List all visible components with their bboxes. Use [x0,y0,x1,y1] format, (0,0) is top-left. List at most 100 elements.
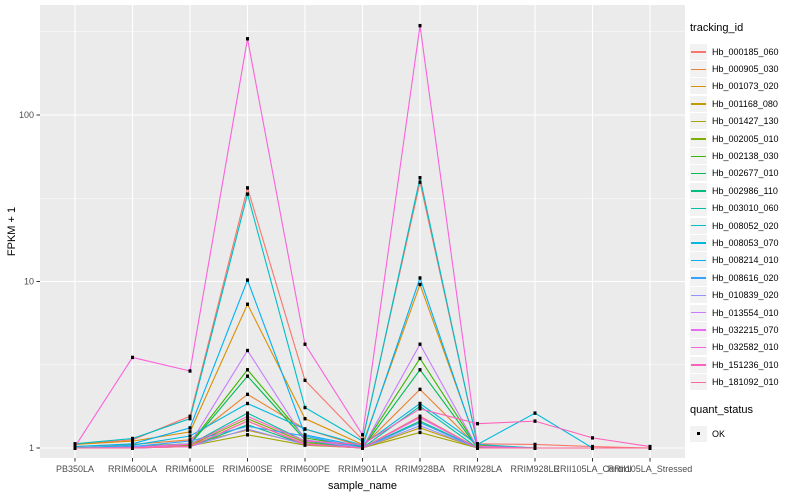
legend-item-label: Hb_000905_030 [712,64,779,75]
data-point [73,442,77,446]
data-point [418,426,422,430]
data-point [303,436,307,440]
legend-key-swatch [690,200,707,217]
legend-item-label: Hb_008616_020 [712,272,779,283]
x-tick-label: RRII105LA_Stressed [608,464,693,474]
data-point [303,427,307,431]
x-tick-label: RRIM928LE [510,464,559,474]
data-point [648,446,652,450]
data-point [246,37,249,41]
data-point [418,176,422,180]
legend-line-icon [691,329,706,331]
legend-item-label: Hb_032582_010 [712,342,779,353]
data-point [131,446,134,450]
quant-legend-title: quant_status [690,403,753,416]
legend-key-swatch [690,356,707,373]
data-point [476,442,479,447]
legend-item-Hb_001073_020: Hb_001073_020 [690,78,800,95]
data-point [361,442,364,447]
quant-key-swatch [690,425,707,442]
legend-key-swatch [690,217,707,234]
data-point [303,416,307,421]
x-tick-label: RRII105LA_Control [553,464,631,474]
legend-key-swatch [690,130,707,147]
legend-line-icon [691,312,706,314]
legend-line-icon [691,294,706,297]
data-point [246,433,249,437]
x-tick-label: PB350LA [56,464,94,474]
legend-item-Hb_008053_070: Hb_008053_070 [690,234,800,251]
legend-line-icon [691,207,706,210]
legend-key-swatch [690,113,707,130]
data-point [533,442,537,447]
data-point [418,23,422,28]
legend-item-label: Hb_001168_080 [712,98,778,109]
data-point [303,342,307,346]
data-point [246,392,249,397]
legend-line-icon [691,68,706,70]
data-point [246,401,249,406]
legend-line-icon [691,155,706,157]
data-point [188,430,192,434]
data-point [246,414,249,419]
data-point [246,348,249,353]
data-point [418,401,422,406]
data-point [303,442,307,447]
legend-key-swatch [690,339,707,356]
data-point [188,426,192,430]
legend-item-Hb_013554_010: Hb_013554_010 [690,304,800,321]
data-point [533,446,537,450]
data-point [418,420,422,425]
y-tick-label: 1 [29,443,34,453]
data-point [188,414,192,419]
legend-key-swatch [690,148,707,165]
legend-key-swatch [690,165,707,182]
data-point [361,433,364,437]
quant-item-label: OK [712,428,726,439]
legend-line-icon [691,51,706,53]
data-point [246,424,249,428]
data-point [131,355,134,360]
data-point [188,439,192,443]
legend-item-Hb_002986_110: Hb_002986_110 [690,182,800,199]
data-point [418,424,422,428]
legend-item-label: Hb_008214_010 [712,255,779,266]
x-tick-label: RRIM600LA [108,464,157,474]
black-square-point-icon [697,432,701,436]
data-point [246,411,249,415]
data-point [476,446,479,450]
data-point [246,278,249,282]
data-point [476,421,479,426]
data-point [246,302,249,306]
legend-item-label: Hb_002986_110 [712,185,778,196]
data-point [418,342,422,346]
legend-item-label: Hb_001427_130 [712,116,779,127]
data-point [246,186,249,190]
legend-item-label: Hb_008052_020 [712,220,779,231]
legend-item-label: Hb_002005_010 [712,133,779,144]
x-tick-label: RRIM901LA [338,464,387,474]
data-point [303,378,307,383]
legend-item-Hb_032582_010: Hb_032582_010 [690,339,800,356]
x-tick-label: RRIM600PE [280,464,330,474]
legend-item-Hb_001427_130: Hb_001427_130 [690,113,800,130]
data-point [131,442,134,446]
legend-line-icon [691,277,706,279]
legend-item-label: Hb_032215_070 [712,324,779,335]
legend-item-label: Hb_010839_020 [712,290,779,301]
legend-item-Hb_008052_020: Hb_008052_020 [690,217,800,234]
legend-line-icon [691,85,706,88]
data-point [418,356,422,361]
data-point [131,439,134,443]
data-point [361,439,364,443]
data-point [246,374,249,378]
legend-line-icon [691,346,706,349]
legend-key-swatch [690,61,707,78]
data-point [591,436,594,440]
legend-item-label: Hb_151236_010 [712,359,779,370]
legend-item-Hb_002005_010: Hb_002005_010 [690,130,800,147]
data-point [303,439,307,443]
legend-line-icon [691,242,706,244]
x-tick-label: RRIM600LE [165,464,214,474]
